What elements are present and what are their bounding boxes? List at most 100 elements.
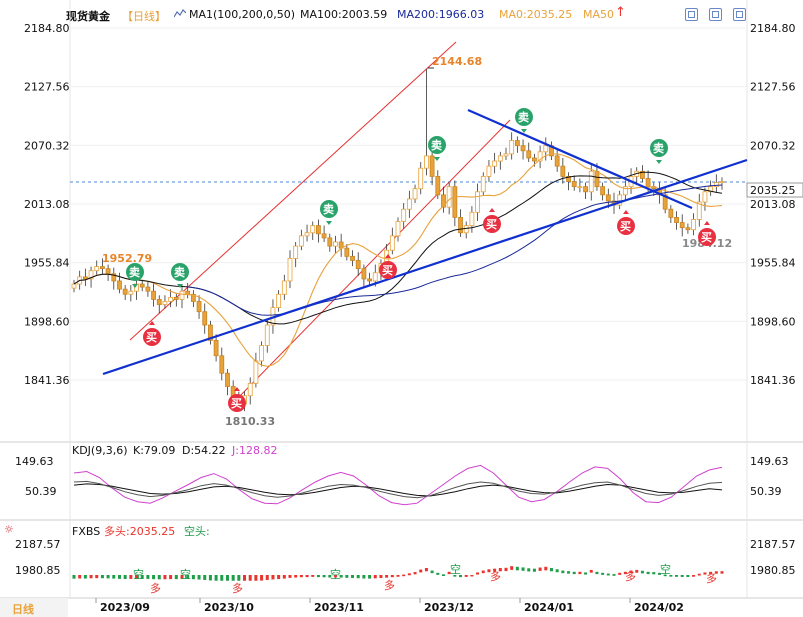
fxbs-bar — [123, 575, 127, 580]
fxbs-bar — [635, 569, 639, 573]
fxbs-bar — [311, 575, 315, 577]
fxbs-kong-mark: 空 — [133, 567, 144, 581]
candle-body — [708, 186, 714, 193]
period-button[interactable]: 日线 — [12, 603, 34, 616]
price-tick-left: 1955.84 — [24, 257, 70, 270]
candle-body — [566, 176, 571, 182]
fxbs-bar — [157, 575, 161, 580]
candle-body — [600, 186, 606, 196]
kdj-d-value: D:54.22 — [182, 444, 226, 457]
fxbs-bar — [720, 571, 724, 574]
signals: 卖卖卖卖卖卖买买买买 买买 — [126, 108, 716, 412]
fxbs-kong-mark: 空 — [330, 567, 341, 581]
fxbs-bar — [163, 575, 167, 580]
arrow-up-icon[interactable]: ↑ — [615, 5, 626, 20]
candles — [71, 69, 725, 412]
fxbs-bar — [146, 575, 150, 579]
fxbs-bar — [606, 573, 610, 576]
candle-body — [514, 140, 520, 147]
fxbs-bar — [225, 575, 229, 581]
fxbs-label: FXBS — [72, 525, 100, 538]
kdj-label: KDJ(9,3,6) — [72, 444, 128, 457]
fxbs-bar — [459, 575, 463, 578]
fxbs-bar — [663, 574, 667, 577]
kdj-tick-high-right: 149.63 — [750, 455, 789, 468]
fxbs-bar — [646, 571, 650, 575]
candle-body — [691, 219, 696, 231]
fxbs-bar — [203, 575, 207, 580]
fxbs-bar — [243, 575, 247, 581]
fxbs-bar — [623, 571, 627, 575]
date-label: 2024/02 — [634, 601, 684, 614]
candle-body — [696, 201, 702, 220]
candle-body — [719, 181, 725, 183]
fxbs-bar — [618, 572, 622, 575]
candle-body — [168, 296, 174, 302]
fxbs-bar — [117, 575, 121, 579]
fxbs-bar — [567, 571, 571, 574]
candle-body — [685, 227, 691, 231]
fxbs-bar — [430, 570, 434, 574]
fxbs-bar — [288, 575, 292, 578]
candle-body — [492, 160, 498, 167]
fxbs-bar — [498, 568, 502, 572]
fxbs-bar — [561, 570, 565, 574]
ma-orange-line — [73, 153, 723, 367]
date-axis: 2023/09 2023/10 2023/11 2023/12 2024/01 2024/… — [95, 598, 684, 614]
candle-body — [713, 182, 719, 188]
candle-body — [156, 298, 162, 305]
sell-signal-text: 卖 — [174, 265, 185, 279]
sell-arrow-icon — [326, 221, 332, 225]
zoom-icon[interactable] — [685, 8, 698, 21]
candle-body — [679, 222, 685, 229]
chart-icon[interactable] — [173, 8, 187, 19]
candle-body — [372, 272, 378, 282]
candle-body — [145, 286, 151, 292]
fxbs-duo-mark: 多 — [150, 581, 161, 595]
fxbs-bar — [339, 575, 343, 578]
close-icon[interactable] — [733, 8, 746, 21]
candle-body — [594, 170, 600, 188]
fxbs-bar — [680, 575, 684, 577]
fxbs-bar — [612, 574, 616, 576]
fxbs-bar — [521, 567, 525, 571]
candle-body — [367, 278, 372, 282]
price-tick-left: 2184.80 — [24, 22, 70, 35]
settings-icon[interactable]: ☼ — [4, 523, 14, 536]
fxbs-bar — [95, 575, 99, 579]
restore-icon[interactable] — [709, 8, 722, 21]
fxbs-bar — [129, 575, 133, 579]
ma200-value: MA200:1966.03 — [397, 8, 485, 21]
fxbs-bar — [652, 572, 656, 575]
price-tick-left: 2127.56 — [24, 81, 70, 94]
fxbs-bar — [413, 572, 417, 575]
fxbs-bar — [248, 575, 252, 581]
fxbs-bar — [305, 575, 309, 578]
fxbs-bar — [441, 574, 445, 577]
candle-body — [185, 290, 191, 295]
buy-signal-dot — [228, 394, 246, 412]
kdj-tick-low-left: 50.39 — [25, 485, 57, 498]
candle-body — [543, 145, 549, 153]
candle-body — [253, 360, 259, 384]
sell-arrow-icon — [521, 129, 527, 133]
fxbs-bar — [362, 575, 366, 579]
price-ticks-right: 2184.80 2127.56 2070.32 2013.08 1955.84 1898.… — [750, 22, 796, 387]
fxbs-duo-mark: 多 — [384, 578, 395, 592]
buy-arrow-icon — [704, 221, 710, 225]
price-tick-right: 2184.80 — [750, 22, 796, 35]
candle-body — [702, 191, 708, 203]
candle-body — [350, 255, 355, 261]
sell-signal-dot — [650, 139, 668, 157]
candle-body — [219, 355, 225, 374]
fxbs-bar — [515, 566, 519, 571]
fxbs-bar — [78, 575, 82, 579]
fxbs-bar — [402, 574, 406, 577]
buy-arrow-icon — [489, 208, 495, 212]
candle-body — [662, 194, 668, 210]
price-tick-left: 2070.32 — [24, 139, 70, 152]
candle-body — [617, 194, 623, 206]
fxbs-bar — [345, 575, 349, 578]
